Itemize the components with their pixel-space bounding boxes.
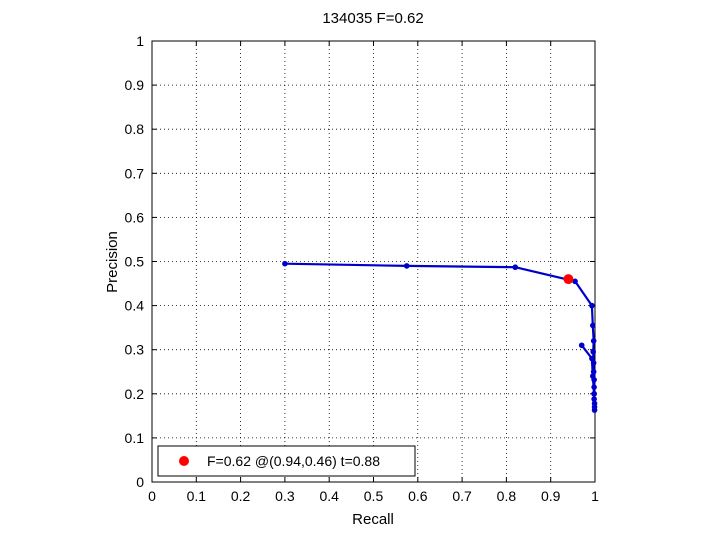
x-tick-label: 0.6 [408,488,428,504]
x-tick-label: 0.5 [364,488,384,504]
y-tick-label: 0.8 [125,121,145,137]
pr-curve-point [590,349,597,355]
x-tick-label: 0.4 [319,488,339,504]
y-tick-label: 0.1 [125,430,145,446]
y-tick-label: 0.7 [125,165,145,181]
y-tick-label: 0.9 [125,77,145,93]
x-tick-label: 0.1 [187,488,207,504]
y-tick-label: 0 [136,474,144,490]
y-axis-label: Precision [104,231,121,293]
pr-curve-point [589,322,596,329]
pr-curve-point [591,391,597,397]
plot-frame [151,40,596,483]
series-layer [282,260,598,413]
pr-curve-point [572,278,578,285]
pr-curve-point [591,396,597,402]
x-tick-label: 0 [148,488,156,504]
y-tick-label: 0.2 [125,386,145,402]
legend-marker [179,456,189,466]
x-tick-label: 0.9 [541,488,561,504]
best-f-point [563,274,574,285]
y-tick-label: 0.3 [125,342,145,358]
pr-curve-point [590,338,597,344]
y-tick-label: 0.6 [125,209,145,225]
x-tick-label: 0.3 [275,488,295,504]
legend-box [157,445,416,477]
x-tick-label: 0.8 [497,488,517,504]
y-tick-label: 1 [136,33,144,49]
legend-entry-label: F=0.62 @(0.94,0.46) t=0.88 [207,453,380,469]
legend: F=0.62 @(0.94,0.46) t=0.88 [157,445,416,477]
y-tick-label: 0.4 [125,298,145,314]
pr-curve-point [403,263,410,269]
x-tick-label: 1 [591,488,599,504]
x-tick-label: 0.2 [231,488,251,504]
pr-curve-point [589,355,595,362]
pr-curve-point [282,260,288,267]
y-axis-ticks: 0 0.1 0.2 0.3 0.4 0.5 0.6 0.7 0.8 0.9 1 [125,33,595,490]
pr-curve-point [512,264,519,271]
y-tick-label: 0.5 [125,254,145,270]
pr-curve-point [589,302,595,309]
x-tick-label: 0.7 [452,488,472,504]
chart-title: 134035 F=0.62 [322,10,423,27]
x-axis-ticks: 0 0.1 0.2 0.3 0.4 0.5 0.6 0.7 0.8 0.9 1 [148,41,599,504]
pr-curve-point [591,384,597,390]
pr-curve-point [589,373,596,379]
pr-curve-point [590,360,597,366]
pr-curve-point [578,342,585,349]
x-axis-label: Recall [352,511,394,528]
pr-curve-point [590,368,597,375]
pr-curve-point [591,407,598,413]
